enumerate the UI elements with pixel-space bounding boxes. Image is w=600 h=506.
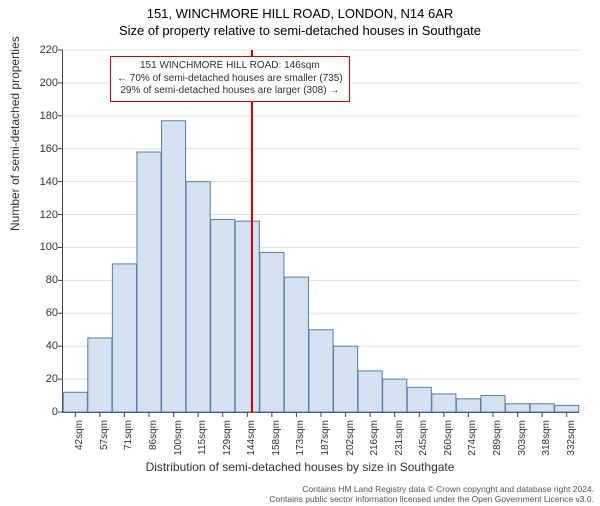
histogram-bar — [530, 404, 554, 412]
footer-line1: Contains HM Land Registry data © Crown c… — [269, 484, 594, 494]
x-tick-label: 202sqm — [345, 420, 356, 464]
footer-line2: Contains public sector information licen… — [269, 494, 594, 504]
x-tick-label: 86sqm — [148, 420, 159, 464]
x-tick-label: 129sqm — [222, 420, 233, 464]
y-axis-label: Number of semi-detached properties — [8, 36, 22, 231]
x-tick-label: 274sqm — [467, 420, 478, 464]
y-tick-label: 200 — [18, 77, 58, 89]
x-tick-label: 57sqm — [99, 420, 110, 464]
histogram-bar — [506, 404, 530, 412]
histogram-bar — [162, 121, 186, 412]
y-tick-label: 220 — [18, 44, 58, 56]
histogram-bar — [555, 405, 579, 412]
y-tick-label: 20 — [18, 373, 58, 385]
x-tick-label: 318sqm — [541, 420, 552, 464]
x-tick-label: 187sqm — [320, 420, 331, 464]
y-tick-label: 60 — [18, 307, 58, 319]
y-tick-label: 180 — [18, 110, 58, 122]
y-tick-label: 100 — [18, 241, 58, 253]
x-axis-label: Distribution of semi-detached houses by … — [0, 460, 600, 474]
chart-title-1: 151, WINCHMORE HILL ROAD, LONDON, N14 6A… — [0, 6, 600, 21]
chart-plot-area — [62, 50, 579, 413]
x-tick-label: 231sqm — [394, 420, 405, 464]
x-tick-label: 173sqm — [295, 420, 306, 464]
histogram-bar — [383, 379, 407, 412]
y-tick-label: 80 — [18, 274, 58, 286]
footer-attribution: Contains HM Land Registry data © Crown c… — [269, 484, 594, 504]
histogram-bar — [260, 252, 284, 412]
infobox-line1: 151 WINCHMORE HILL ROAD: 146sqm — [117, 60, 343, 73]
histogram-bar — [309, 330, 333, 412]
x-tick-label: 71sqm — [123, 420, 134, 464]
histogram-bar — [63, 392, 87, 412]
histogram-bar — [358, 371, 382, 412]
histogram-bar — [235, 221, 259, 412]
histogram-bar — [284, 277, 308, 412]
property-info-box: 151 WINCHMORE HILL ROAD: 146sqm ← 70% of… — [110, 56, 350, 102]
x-tick-label: 158sqm — [271, 420, 282, 464]
histogram-bar — [211, 219, 235, 412]
x-tick-label: 303sqm — [517, 420, 528, 464]
x-tick-label: 216sqm — [369, 420, 380, 464]
histogram-bar — [334, 346, 358, 412]
x-tick-label: 115sqm — [197, 420, 208, 464]
y-tick-label: 120 — [18, 209, 58, 221]
chart-title-2: Size of property relative to semi-detach… — [0, 23, 600, 38]
histogram-bar — [137, 152, 161, 412]
x-tick-label: 100sqm — [173, 420, 184, 464]
histogram-bar — [88, 338, 112, 412]
x-tick-label: 42sqm — [74, 420, 85, 464]
histogram-bar — [432, 394, 456, 412]
x-tick-label: 260sqm — [443, 420, 454, 464]
histogram-bar — [456, 399, 480, 412]
histogram-bar — [112, 264, 136, 412]
x-tick-label: 144sqm — [246, 420, 257, 464]
x-tick-label: 332sqm — [566, 420, 577, 464]
histogram-bar — [407, 387, 431, 412]
x-tick-label: 245sqm — [418, 420, 429, 464]
infobox-line3: 29% of semi-detached houses are larger (… — [117, 85, 343, 98]
y-tick-label: 160 — [18, 143, 58, 155]
x-tick-label: 289sqm — [492, 420, 503, 464]
y-tick-label: 140 — [18, 176, 58, 188]
y-tick-label: 0 — [18, 406, 58, 418]
y-tick-label: 40 — [18, 340, 58, 352]
histogram-bar — [481, 396, 505, 412]
histogram-bar — [186, 182, 210, 412]
infobox-line2: ← 70% of semi-detached houses are smalle… — [117, 73, 343, 86]
